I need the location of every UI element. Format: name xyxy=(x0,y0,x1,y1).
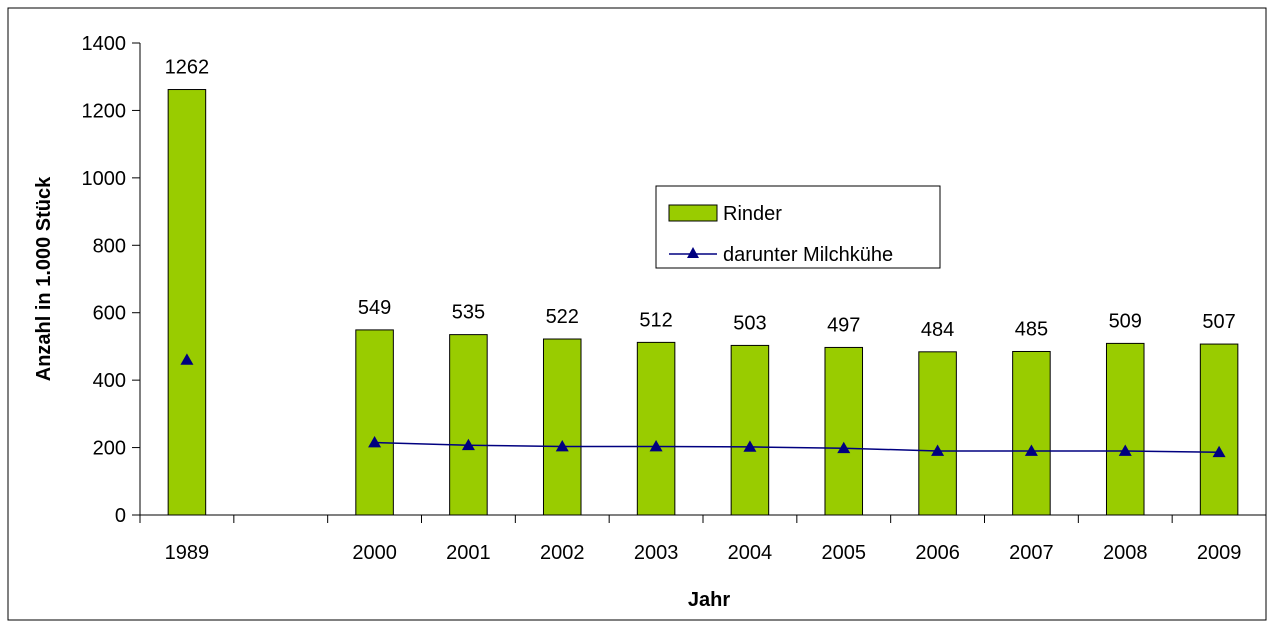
legend: Rinder darunter Milchkühe xyxy=(655,185,941,269)
bar-value-label: 1262 xyxy=(165,57,210,79)
x-tick-label: 2002 xyxy=(540,542,585,564)
bar-value-label: 512 xyxy=(639,309,672,331)
y-tick-label: 1400 xyxy=(82,33,127,55)
y-axis: 0 200 400 600 800 1000 1200 1400 xyxy=(82,33,141,527)
point-milchkuehe-2009 xyxy=(1212,445,1226,458)
x-tick-label: 2000 xyxy=(352,542,397,564)
x-axis: 1989 2000 2001 2002 2003 2004 2005 2006 2007 2008… xyxy=(139,514,1267,564)
bar-series xyxy=(167,89,1239,516)
bar-value-label: 522 xyxy=(546,306,579,328)
point-milchkuehe-2001 xyxy=(461,438,475,451)
point-milchkuehe-2008 xyxy=(1118,444,1132,456)
x-tick-label: 2004 xyxy=(728,542,773,564)
point-milchkuehe-2000 xyxy=(368,436,382,448)
bar-value-label: 507 xyxy=(1202,311,1235,333)
x-tick-label: 2006 xyxy=(915,542,960,564)
y-tick-label: 400 xyxy=(93,370,126,392)
bar-rinder-2005 xyxy=(824,346,864,516)
point-milchkuehe-2003 xyxy=(649,440,663,452)
y-tick-label: 1000 xyxy=(82,168,127,190)
bar-rinder-2009 xyxy=(1199,343,1239,516)
x-tick-label: 2009 xyxy=(1197,542,1242,564)
point-milchkuehe-2007 xyxy=(1024,444,1038,456)
bar-value-label: 509 xyxy=(1109,310,1142,332)
x-tick-label: 2007 xyxy=(1009,542,1054,564)
legend-swatch-rinder xyxy=(668,204,718,222)
x-tick-label: 2001 xyxy=(446,542,491,564)
bar-rinder-2004 xyxy=(730,344,770,516)
legend-label-milchkuehe: darunter Milchkühe xyxy=(723,244,893,266)
y-axis-title: Anzahl in 1.000 Stück xyxy=(33,176,55,381)
bar-value-label: 485 xyxy=(1015,318,1048,340)
legend-label-rinder: Rinder xyxy=(723,203,782,225)
point-milchkuehe-2002 xyxy=(555,440,569,452)
bar-rinder-2000 xyxy=(355,329,394,516)
point-milchkuehe-2005 xyxy=(837,441,851,454)
x-tick-label: 2008 xyxy=(1103,542,1148,564)
bar-value-label: 549 xyxy=(358,297,391,319)
chart-border xyxy=(7,7,1267,621)
legend-marker-milchkuehe xyxy=(687,247,699,258)
bar-rinder-2007 xyxy=(1012,350,1051,516)
y-tick-label: 0 xyxy=(115,505,126,527)
y-tick-label: 1200 xyxy=(82,100,127,122)
bar-value-label: 484 xyxy=(921,319,954,341)
x-tick-label: 2005 xyxy=(822,542,867,564)
x-tick-label: 1989 xyxy=(165,542,210,564)
point-milchkuehe-2004 xyxy=(743,440,757,452)
bar-rinder-2003 xyxy=(636,341,676,516)
y-tick-label: 800 xyxy=(93,235,126,257)
bar-rinder-2008 xyxy=(1105,342,1145,516)
bar-value-labels: 1262 549 535 522 512 503 497 484 485 509 507 xyxy=(165,57,1236,341)
bar-rinder-1989 xyxy=(167,89,207,516)
bar-rinder-2002 xyxy=(542,338,582,516)
point-milchkuehe-2006 xyxy=(931,444,945,456)
line-milchkuehe xyxy=(374,441,1220,454)
y-tick-label: 200 xyxy=(93,438,126,460)
bar-value-label: 535 xyxy=(452,302,485,324)
x-axis-title: Jahr xyxy=(688,589,730,611)
line-series xyxy=(180,353,1226,458)
bar-rinder-2001 xyxy=(449,334,488,516)
y-tick-label: 600 xyxy=(93,303,126,325)
x-tick-label: 2003 xyxy=(634,542,679,564)
bar-rinder-2006 xyxy=(918,351,957,516)
bar-value-label: 503 xyxy=(733,312,766,334)
bar-value-label: 497 xyxy=(827,314,860,336)
point-milchkuehe-1989 xyxy=(180,353,194,365)
